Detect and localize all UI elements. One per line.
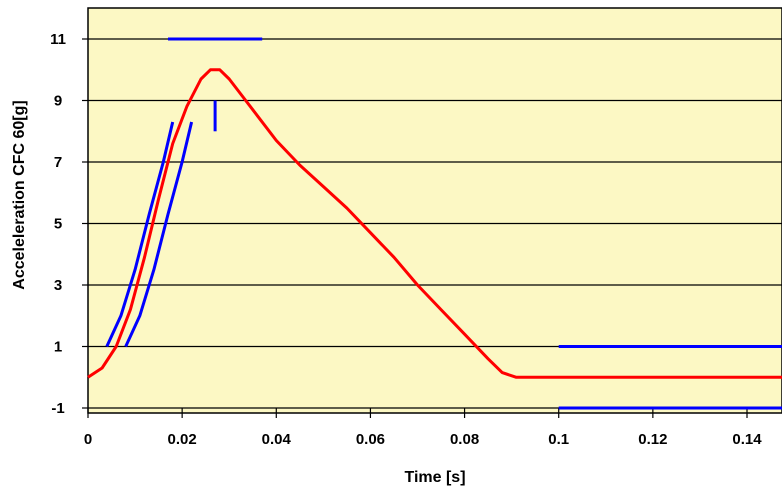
y-tick-label: -1 bbox=[51, 400, 64, 417]
x-tick-label: 0.12 bbox=[638, 431, 667, 448]
y-tick-label: 3 bbox=[54, 277, 62, 294]
x-tick-label: 0.08 bbox=[450, 431, 479, 448]
y-tick-label: 1 bbox=[54, 339, 62, 356]
y-tick-label: 11 bbox=[50, 31, 66, 48]
x-tick-label: 0.06 bbox=[356, 431, 385, 448]
y-axis-title: Acceleleration CFC 60[g] bbox=[11, 100, 28, 289]
y-tick-label: 5 bbox=[54, 216, 62, 233]
y-tick-label: 9 bbox=[54, 93, 62, 110]
x-tick-label: 0.02 bbox=[168, 431, 197, 448]
y-axis-tick-labels: -1 1 3 5 7 9 11 bbox=[50, 31, 66, 417]
x-tick-label: 0.1 bbox=[548, 431, 569, 448]
x-tick-label: 0.14 bbox=[732, 431, 762, 448]
y-tick-label: 7 bbox=[54, 154, 62, 171]
x-axis-title: Time [s] bbox=[404, 469, 465, 486]
x-axis-tick-labels: 0 0.02 0.04 0.06 0.08 0.1 0.12 0.14 bbox=[84, 431, 762, 448]
x-tick-label: 0 bbox=[84, 431, 92, 448]
x-tick-label: 0.04 bbox=[262, 431, 292, 448]
plot-area bbox=[88, 8, 782, 413]
